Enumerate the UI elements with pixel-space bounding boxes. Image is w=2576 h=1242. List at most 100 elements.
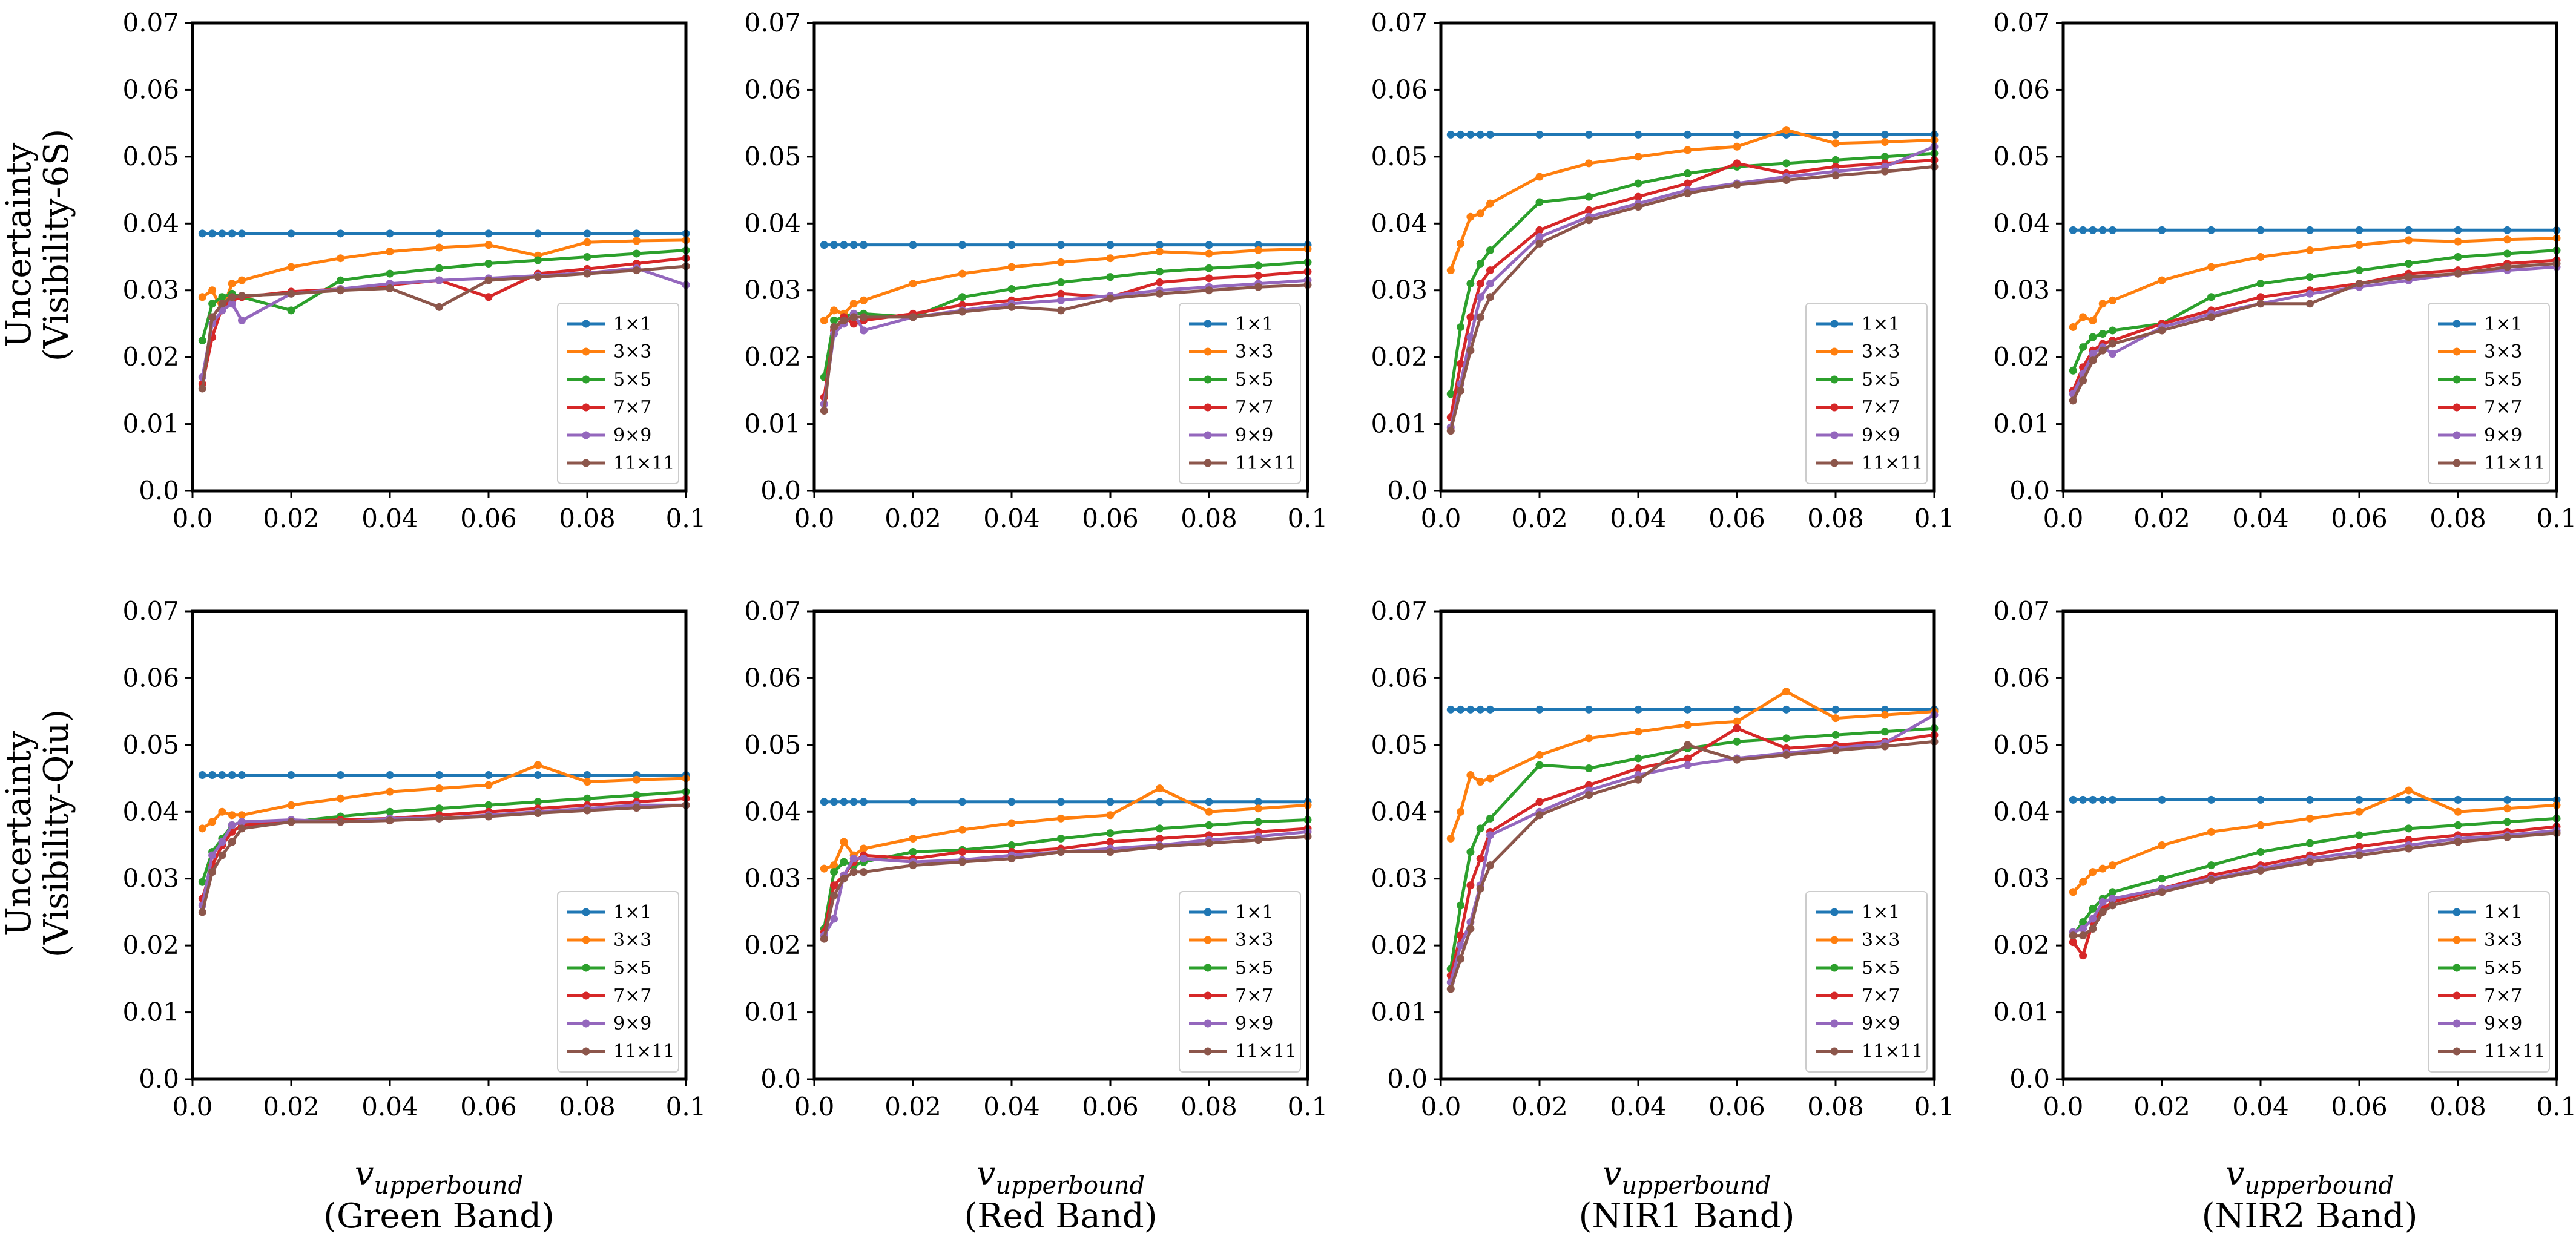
data-point bbox=[1831, 130, 1840, 139]
data-point bbox=[2454, 237, 2462, 246]
data-point bbox=[1476, 313, 1484, 321]
data-point bbox=[2158, 226, 2166, 234]
data-point bbox=[2079, 343, 2087, 352]
data-point bbox=[583, 253, 591, 261]
x-label-sub: upperbound bbox=[1622, 1172, 1771, 1200]
legend-label: 9×9 bbox=[2484, 1013, 2522, 1034]
y-tick-label: 0.03 bbox=[744, 864, 801, 893]
legend-marker bbox=[582, 431, 590, 439]
series-11×11 bbox=[1446, 737, 1939, 993]
y-tick-label: 0.06 bbox=[1993, 74, 2050, 104]
data-point bbox=[1156, 784, 1164, 793]
legend-marker bbox=[1830, 1019, 1839, 1028]
data-point bbox=[2158, 276, 2166, 284]
data-point bbox=[2089, 356, 2097, 365]
y-tick-label: 0.07 bbox=[122, 8, 179, 38]
data-point bbox=[1881, 138, 1889, 146]
data-point bbox=[1486, 280, 1494, 288]
data-point bbox=[534, 229, 542, 238]
data-point bbox=[2109, 795, 2116, 804]
y-tick-label: 0.07 bbox=[1371, 8, 1428, 38]
data-point bbox=[1585, 764, 1593, 773]
x-tick-label: 0.02 bbox=[263, 504, 320, 533]
data-point bbox=[1535, 226, 1544, 234]
data-point bbox=[1881, 728, 1889, 736]
legend-label: 1×1 bbox=[1862, 902, 1900, 923]
data-point bbox=[2355, 851, 2364, 859]
series-line bbox=[1449, 165, 1935, 432]
data-point bbox=[2079, 226, 2087, 234]
legend-label: 7×7 bbox=[1235, 397, 1273, 418]
x-tick-label: 0.1 bbox=[1914, 1092, 1955, 1122]
data-point bbox=[1446, 834, 1455, 843]
chart-panel-r1-c0: 0.0 0.01 0.02 0.03 0.04 0.05 0.06 0.07 0.0 0.02 0.… bbox=[122, 596, 706, 1122]
data-point bbox=[484, 293, 493, 301]
legend-label: 11×11 bbox=[1235, 1041, 1296, 1062]
data-point bbox=[1457, 901, 1465, 910]
data-point bbox=[1466, 130, 1475, 139]
data-point bbox=[386, 807, 394, 816]
data-point bbox=[909, 241, 917, 249]
data-point bbox=[583, 229, 591, 238]
data-point bbox=[1881, 711, 1889, 719]
legend-label: 1×1 bbox=[1235, 314, 1273, 335]
data-point bbox=[218, 293, 226, 301]
legend-label: 3×3 bbox=[613, 341, 651, 363]
legend-label: 5×5 bbox=[613, 958, 651, 979]
data-point bbox=[909, 848, 917, 856]
data-point bbox=[2454, 795, 2462, 804]
data-point bbox=[228, 229, 236, 238]
data-point bbox=[1476, 280, 1484, 288]
data-point bbox=[2098, 226, 2107, 234]
data-point bbox=[228, 821, 236, 829]
legend-label: 5×5 bbox=[1862, 369, 1900, 390]
data-point bbox=[1254, 798, 1262, 806]
legend-label: 5×5 bbox=[2484, 369, 2522, 390]
data-point bbox=[386, 269, 394, 278]
legend-label: 11×11 bbox=[613, 1041, 674, 1062]
data-point bbox=[1254, 818, 1262, 826]
data-point bbox=[337, 818, 344, 826]
data-point bbox=[1733, 737, 1741, 746]
legend-marker bbox=[2452, 1019, 2461, 1028]
x-tick-label: 0.0 bbox=[2043, 504, 2084, 533]
y-tick-label: 0.07 bbox=[1371, 596, 1428, 626]
data-point bbox=[1466, 212, 1475, 221]
data-point bbox=[2098, 300, 2107, 308]
legend-marker bbox=[1830, 431, 1839, 439]
y-tick-label: 0.05 bbox=[122, 142, 179, 171]
axes-frame bbox=[812, 610, 1309, 1081]
legend-marker bbox=[1830, 908, 1839, 916]
x-tick-label: 0.02 bbox=[2133, 504, 2190, 533]
data-point bbox=[849, 798, 858, 806]
data-point bbox=[2256, 300, 2265, 308]
data-point bbox=[218, 851, 226, 859]
data-point bbox=[2079, 932, 2087, 940]
data-point bbox=[2069, 938, 2077, 947]
data-point bbox=[840, 858, 848, 866]
y-tick-label: 0.04 bbox=[122, 797, 179, 826]
data-point bbox=[2256, 821, 2265, 829]
data-point bbox=[1476, 130, 1484, 139]
y-tick-label: 0.01 bbox=[122, 997, 179, 1027]
data-point bbox=[830, 868, 838, 876]
data-point bbox=[386, 284, 394, 292]
data-point bbox=[1205, 807, 1213, 816]
data-point bbox=[1466, 705, 1475, 714]
data-point bbox=[1457, 323, 1465, 331]
legend-marker bbox=[1204, 459, 1212, 467]
data-point bbox=[1156, 834, 1164, 843]
data-point bbox=[287, 263, 295, 271]
data-point bbox=[2079, 925, 2087, 933]
x-tick-label: 0.02 bbox=[2133, 1092, 2190, 1122]
legend-label: 5×5 bbox=[1235, 958, 1273, 979]
data-point bbox=[1585, 734, 1593, 743]
data-point bbox=[337, 254, 344, 263]
data-point bbox=[2306, 858, 2314, 866]
data-point bbox=[1881, 167, 1889, 176]
data-point bbox=[1476, 209, 1484, 218]
data-point bbox=[1476, 855, 1484, 863]
data-point bbox=[1684, 146, 1692, 154]
y-tick-label: 0.0 bbox=[760, 1064, 801, 1094]
data-point bbox=[860, 296, 868, 304]
